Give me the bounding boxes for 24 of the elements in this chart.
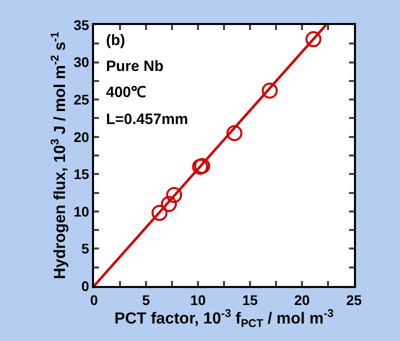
y-tick-label: 10 (74, 203, 90, 220)
point (166, 187, 182, 204)
point (160, 196, 177, 212)
x-axis-title: PCT factor, 10$^{-3}$ f$_{PCT}$ / mol m$^{-3}$ (114, 308, 334, 330)
x-tick-label: 25 (346, 292, 362, 308)
y-tick-label: 35 (74, 16, 90, 33)
x-tick-label: 10 (190, 292, 206, 308)
y-tick-label: 5 (81, 240, 90, 257)
y-tick-label: 0 (81, 278, 90, 294)
annotation: L=0.457mm (106, 111, 188, 128)
annotation: 400℃ (106, 84, 146, 101)
point (305, 31, 322, 48)
y-tick-label: 20 (74, 128, 90, 145)
y-tick-label: 25 (74, 91, 90, 108)
y-tick-label: 15 (74, 166, 90, 182)
x-tick-label: 20 (294, 292, 310, 308)
point (262, 82, 278, 99)
x-tick-label: 5 (142, 292, 150, 308)
annotation: (b) (106, 32, 126, 49)
point (152, 204, 168, 221)
point (226, 125, 242, 142)
annotation: Pure Nb (106, 58, 164, 75)
y-tick-label: 30 (74, 54, 90, 70)
x-tick-label: 15 (242, 292, 258, 308)
